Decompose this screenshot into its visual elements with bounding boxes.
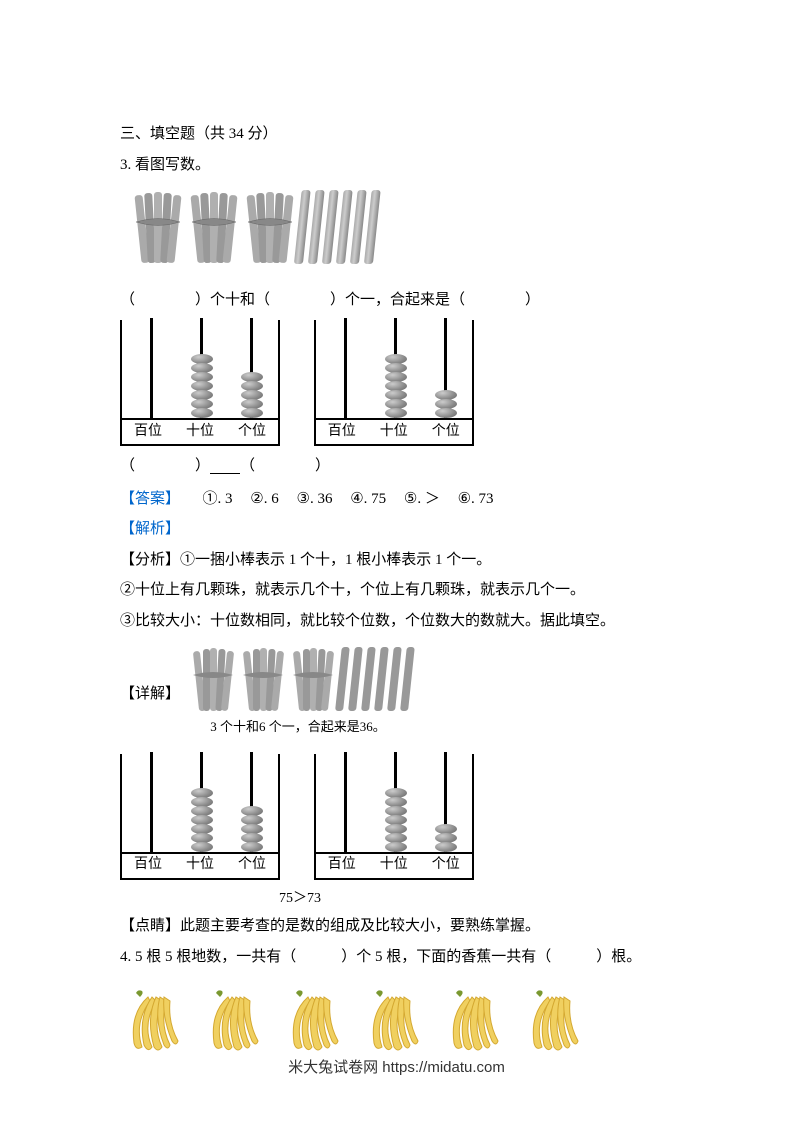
abacus-label: 个位 bbox=[226, 419, 278, 446]
banana-bunch bbox=[120, 983, 180, 1053]
detail-sticks: 3 个十和6 个一，合起来是36。 bbox=[188, 641, 468, 748]
abacus2-tens-beads bbox=[385, 355, 407, 418]
banana-bunch bbox=[360, 983, 420, 1053]
abacus-detail-2: 百位 十位 个位 bbox=[314, 754, 474, 880]
bundle-1 bbox=[134, 192, 181, 263]
compare-right: （ ） bbox=[240, 458, 330, 474]
q3-fill-1: （ ）个十和（ ）个一，合起来是（ ） bbox=[120, 286, 678, 315]
abacus-label: 十位 bbox=[174, 852, 226, 879]
analysis-label: 【解析】 bbox=[120, 515, 678, 544]
abacus-label: 百位 bbox=[122, 852, 174, 879]
abacus-label: 百位 bbox=[122, 419, 174, 446]
answer-item: ⑥. 73 bbox=[458, 491, 494, 507]
abacus-label: 十位 bbox=[368, 419, 420, 446]
banana-bunch bbox=[440, 983, 500, 1053]
abacus-2: 百位 十位 个位 bbox=[314, 320, 474, 446]
abacus1-tens-beads bbox=[191, 355, 213, 418]
abacus-1: 百位 十位 个位 bbox=[120, 320, 280, 446]
analysis-line: ②十位上有几颗珠，就表示几个十，个位上有几颗珠，就表示几个一。 bbox=[120, 576, 678, 605]
banana-bunch bbox=[280, 983, 340, 1053]
bananas-row bbox=[120, 983, 678, 1053]
compare-left: （ ） bbox=[120, 458, 210, 474]
abacus-label: 十位 bbox=[368, 852, 420, 879]
answer-item: ⑤. ＞ bbox=[404, 491, 440, 507]
banana-bunch bbox=[520, 983, 580, 1053]
point-label: 【点睛】 bbox=[120, 918, 180, 934]
banana-bunch bbox=[200, 983, 260, 1053]
answer-label: 【答案】 bbox=[120, 491, 180, 507]
bundle-3 bbox=[246, 192, 293, 263]
abacus-label: 百位 bbox=[316, 852, 368, 879]
detail-row: 【详解】 3 个十和6 个一，合起来是36。 bbox=[120, 641, 678, 748]
compare-line: （ ） （ ） bbox=[120, 452, 678, 481]
analysis-text: ①一捆小棒表示 1 个十，1 根小棒表示 1 个一。 bbox=[180, 552, 491, 568]
analysis-title: 【分析】 bbox=[120, 552, 180, 568]
footer: 米大兔试卷网 https://midatu.com bbox=[0, 1054, 793, 1083]
abacus-label: 个位 bbox=[420, 852, 472, 879]
answer-item: ②. 6 bbox=[250, 491, 278, 507]
bundles-and-sticks-svg bbox=[130, 187, 390, 267]
answer-item: ①. 3 bbox=[203, 491, 233, 507]
abacus-label: 百位 bbox=[316, 419, 368, 446]
abacus-row-2: 百位 十位 个位 百位 十位 个位 bbox=[120, 754, 678, 880]
abacus-row-1: 百位 十位 个位 百位 十位 个位 bbox=[120, 320, 678, 446]
detail-caption-2: 75＞73 bbox=[120, 886, 480, 913]
abacus1-ones-beads bbox=[241, 373, 263, 418]
answer-item: ③. 36 bbox=[297, 491, 333, 507]
answer-item: ④. 75 bbox=[350, 491, 386, 507]
abacus-detail-1: 百位 十位 个位 bbox=[120, 754, 280, 880]
point-line: 【点睛】此题主要考查的是数的组成及比较大小，要熟练掌握。 bbox=[120, 912, 678, 941]
sticks-image bbox=[130, 187, 678, 278]
bundle-2 bbox=[190, 192, 237, 263]
point-text: 此题主要考查的是数的组成及比较大小，要熟练掌握。 bbox=[180, 918, 540, 934]
abacus2-ones-beads bbox=[435, 391, 457, 418]
detail-caption-1: 3 个十和6 个一，合起来是36。 bbox=[210, 719, 386, 734]
detail-label: 【详解】 bbox=[120, 680, 180, 709]
analysis-line: ③比较大小：十位数相同，就比较个位数，个位数大的数就大。据此填空。 bbox=[120, 607, 678, 636]
q4-text: 4. 5 根 5 根地数，一共有（ ）个 5 根，下面的香蕉一共有（ ）根。 bbox=[120, 943, 678, 972]
abacus-label: 个位 bbox=[226, 852, 278, 879]
answer-row: 【答案】 ①. 3 ②. 6 ③. 36 ④. 75 ⑤. ＞ ⑥. 73 bbox=[120, 485, 678, 514]
abacus-label: 个位 bbox=[420, 419, 472, 446]
abacus-label: 十位 bbox=[174, 419, 226, 446]
q3-title: 3. 看图写数。 bbox=[120, 151, 678, 180]
underline bbox=[210, 459, 240, 474]
singles bbox=[294, 190, 381, 264]
section-header: 三、填空题（共 34 分） bbox=[120, 120, 678, 149]
analysis-line: 【分析】①一捆小棒表示 1 个十，1 根小棒表示 1 个一。 bbox=[120, 546, 678, 575]
